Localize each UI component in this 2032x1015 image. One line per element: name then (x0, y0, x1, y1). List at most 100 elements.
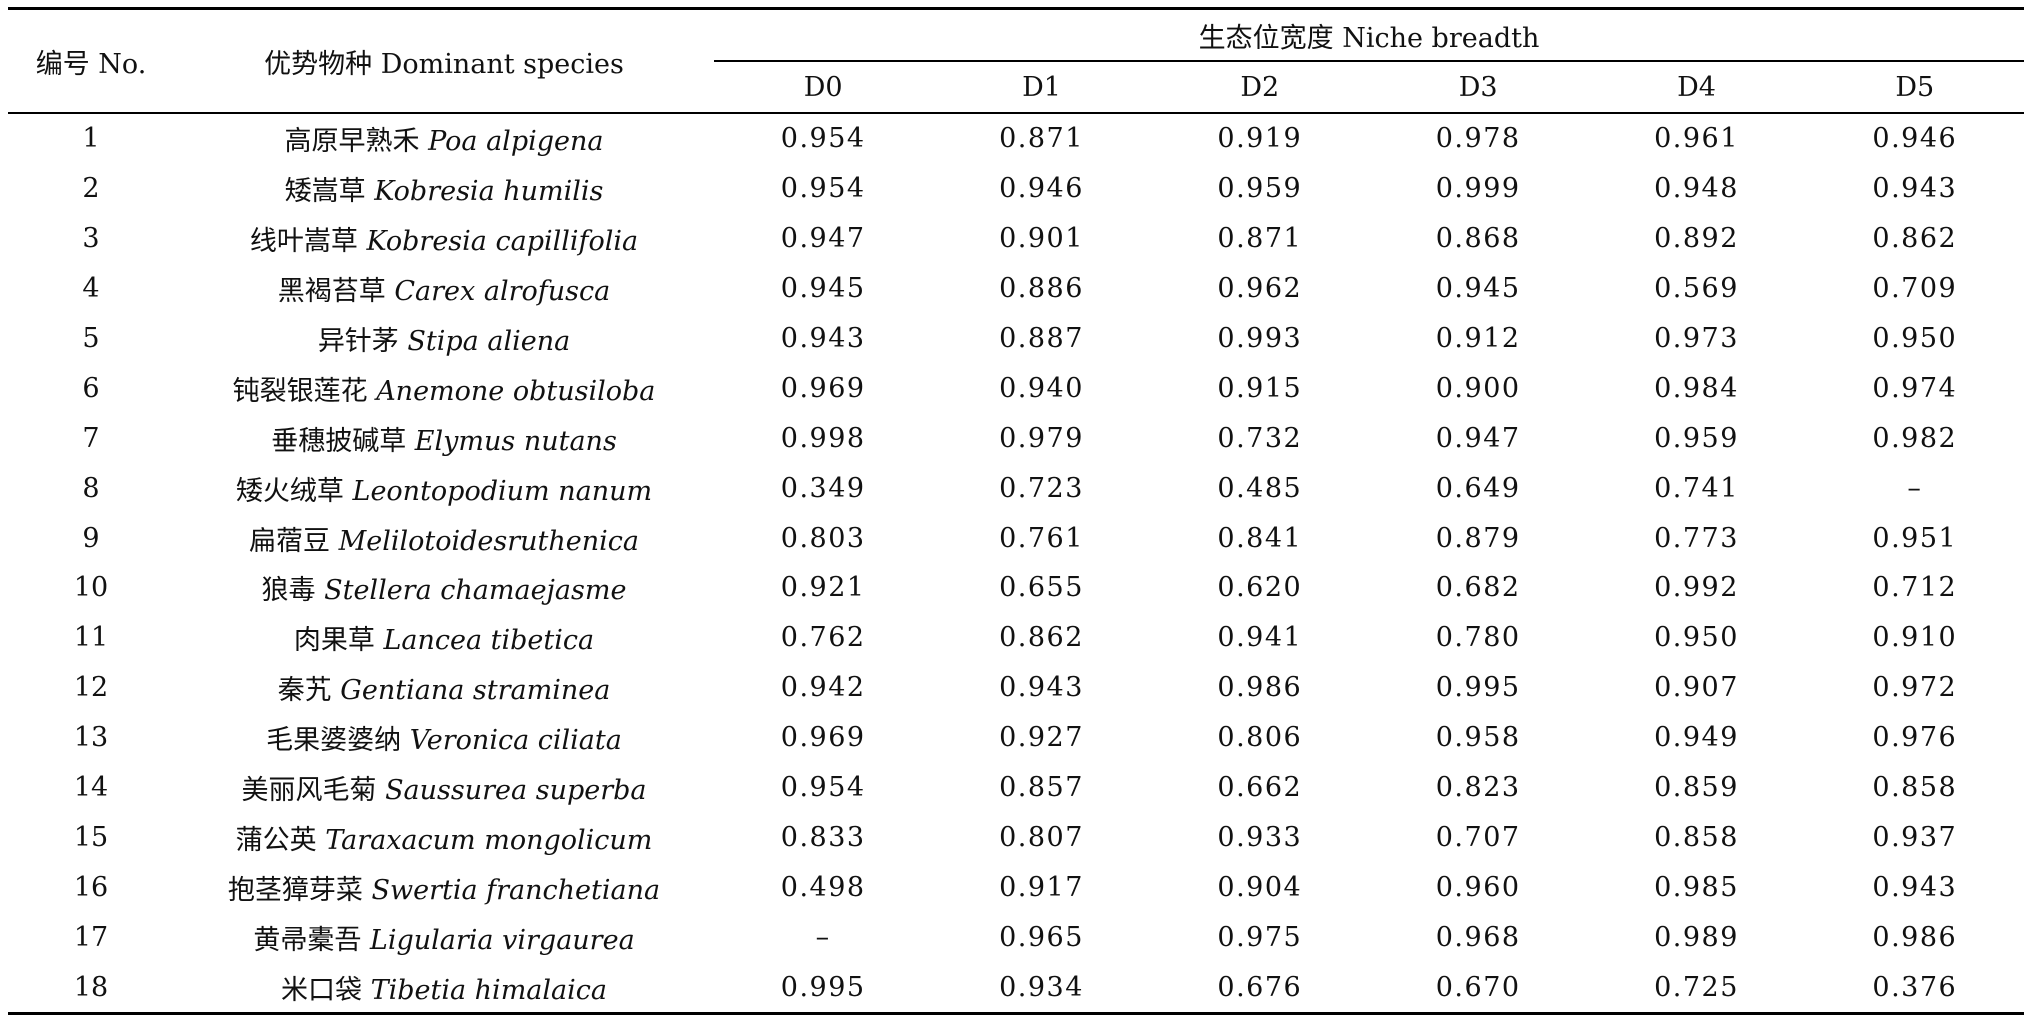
species-chinese-name: 美丽风毛菊 (241, 775, 377, 807)
niche-value-d0: 0.942 (780, 672, 866, 704)
niche-value-d1: 0.934 (932, 962, 1151, 1015)
table-row: 6 钝裂银莲花 Anemone obtusiloba 0.969 0.940 0.915… (8, 363, 2024, 413)
species-latin-name: Elymus nutans (414, 425, 617, 457)
row-number: 17 (73, 921, 109, 953)
row-number: 10 (73, 572, 109, 604)
niche-value-d3: 0.945 (1435, 273, 1521, 305)
niche-value-d5: 0.943 (1872, 871, 1958, 903)
table-row: 10 狼毒 Stellera chamaejasme 0.921 0.655 0.620… (8, 563, 2024, 613)
niche-value-d5: 0.972 (1872, 672, 1958, 704)
niche-value-d1: 0.857 (999, 772, 1084, 804)
niche-value-d1: 0.943 (999, 672, 1084, 704)
niche-value-d1: 0.655 (999, 572, 1084, 604)
species-latin-name: Veronica ciliata (409, 725, 622, 757)
niche-value-d0: – (815, 921, 831, 953)
niche-value-d3: 0.999 (1435, 173, 1521, 205)
niche-value-d1: 0.886 (999, 273, 1084, 305)
species-latin-name: Saussurea superba (385, 775, 647, 807)
niche-value-d4: 0.984 (1654, 372, 1739, 404)
niche-value-d1: 0.862 (999, 622, 1084, 654)
niche-value-d0: 0.921 (780, 572, 866, 604)
species-chinese-name: 黄帚橐吾 (253, 924, 362, 956)
niche-value-d2: 0.919 (1217, 123, 1303, 155)
niche-value-d4: 0.725 (1587, 962, 1806, 1015)
niche-value-d3: 0.707 (1435, 821, 1521, 853)
niche-value-d5: 0.943 (1872, 173, 1958, 205)
niche-value-d1: 0.807 (999, 821, 1084, 853)
table-row: 18 米口袋 Tibetia himalaica 0.995 0.934 0.676 0.… (8, 962, 2024, 1015)
species-chinese-name: 黑褐苔草 (277, 276, 386, 308)
niche-value-d5: 0.946 (1872, 123, 1958, 155)
niche-value-d0: 0.945 (780, 273, 866, 305)
niche-value-d4: 0.907 (1654, 672, 1739, 704)
niche-value-d0: 0.803 (780, 522, 866, 554)
table-row: 9 扁蓿豆 Melilotoidesruthenica 0.803 0.761 0.84… (8, 513, 2024, 563)
niche-value-d1: 0.940 (999, 372, 1084, 404)
header-species: 优势物种 Dominant species (174, 7, 714, 114)
niche-value-d2: 0.841 (1217, 522, 1303, 554)
row-number: 13 (73, 722, 109, 754)
table-row: 14 美丽风毛菊 Saussurea superba 0.954 0.857 0.662… (8, 763, 2024, 813)
niche-value-d4: 0.989 (1654, 921, 1739, 953)
niche-value-d1: 0.979 (999, 422, 1084, 454)
niche-value-d2: 0.904 (1217, 871, 1303, 903)
species-cell: 抱茎獐芽菜 Swertia franchetiana (174, 862, 714, 912)
species-chinese-name: 矮火绒草 (235, 475, 344, 507)
header-niche-breadth: 生态位宽度 Niche breadth (714, 7, 2024, 62)
niche-value-d5: 0.910 (1872, 622, 1958, 654)
niche-value-d4: 0.961 (1654, 123, 1739, 155)
niche-value-d1: 0.871 (999, 123, 1084, 155)
species-cell: 毛果婆婆纳 Veronica ciliata (174, 713, 714, 763)
niche-value-d4: 0.741 (1654, 472, 1739, 504)
row-number: 6 (82, 372, 100, 404)
niche-value-d2: 0.485 (1217, 472, 1303, 504)
niche-value-d2: 0.676 (1150, 962, 1369, 1015)
row-number: 1 (82, 123, 100, 155)
niche-value-d1: 0.761 (999, 522, 1084, 554)
niche-value-d0: 0.833 (780, 821, 866, 853)
species-chinese-name: 蒲公英 (235, 824, 317, 856)
table-row: 1 高原早熟禾 Poa alpigena 0.954 0.871 0.919 0.978 0… (8, 113, 2024, 164)
niche-value-d5: 0.858 (1872, 772, 1958, 804)
niche-value-d5: 0.950 (1872, 323, 1958, 354)
row-number: 16 (73, 871, 109, 903)
niche-value-d3: 0.823 (1435, 772, 1521, 804)
niche-value-d3: 0.682 (1435, 572, 1521, 604)
header-d1: D1 (932, 61, 1151, 114)
niche-value-d0: 0.349 (780, 472, 866, 504)
niche-value-d5: 0.862 (1872, 223, 1958, 255)
niche-value-d0: 0.969 (780, 722, 866, 754)
row-number: 12 (73, 672, 109, 704)
niche-value-d3: 0.900 (1435, 372, 1521, 404)
niche-value-d0: 0.969 (780, 372, 866, 404)
table-row: 17 黄帚橐吾 Ligularia virgaurea – 0.965 0.975 0.9… (8, 912, 2024, 962)
row-number: 2 (82, 173, 100, 205)
niche-value-d3: 0.978 (1435, 123, 1521, 155)
species-chinese-name: 米口袋 (281, 974, 362, 1006)
table-row: 5 异针茅 Stipa aliena 0.943 0.887 0.993 0.912 0.9… (8, 314, 2024, 364)
niche-value-d4: 0.892 (1654, 223, 1739, 255)
niche-value-d0: 0.954 (780, 772, 866, 804)
niche-value-d3: 0.649 (1435, 472, 1521, 504)
row-number: 7 (82, 422, 100, 454)
niche-value-d4: 0.985 (1654, 871, 1739, 903)
species-cell: 米口袋 Tibetia himalaica (174, 962, 714, 1015)
species-cell: 黑褐苔草 Carex alrofusca (174, 264, 714, 314)
niche-value-d4: 0.859 (1654, 772, 1739, 804)
niche-value-d3: 0.960 (1435, 871, 1521, 903)
niche-value-d3: 0.947 (1435, 422, 1521, 454)
niche-value-d5: 0.712 (1872, 572, 1958, 604)
niche-value-d5: 0.986 (1872, 921, 1958, 953)
table-row: 8 矮火绒草 Leontopodium nanum 0.349 0.723 0.485 0… (8, 463, 2024, 513)
niche-value-d0: 0.762 (780, 622, 866, 654)
niche-value-d2: 0.959 (1217, 173, 1303, 205)
species-chinese-name: 抱茎獐芽菜 (227, 874, 363, 906)
niche-value-d2: 0.620 (1217, 572, 1303, 604)
species-latin-name: Tibetia himalaica (370, 974, 607, 1006)
table-header: 编号 No. 优势物种 Dominant species 生态位宽度 Niche… (8, 7, 2024, 114)
species-cell: 矮火绒草 Leontopodium nanum (174, 463, 714, 513)
row-number: 18 (8, 962, 174, 1015)
niche-value-d1: 0.723 (999, 472, 1084, 504)
niche-value-d4: 0.949 (1654, 722, 1739, 754)
species-chinese-name: 垂穗披碱草 (271, 425, 407, 457)
